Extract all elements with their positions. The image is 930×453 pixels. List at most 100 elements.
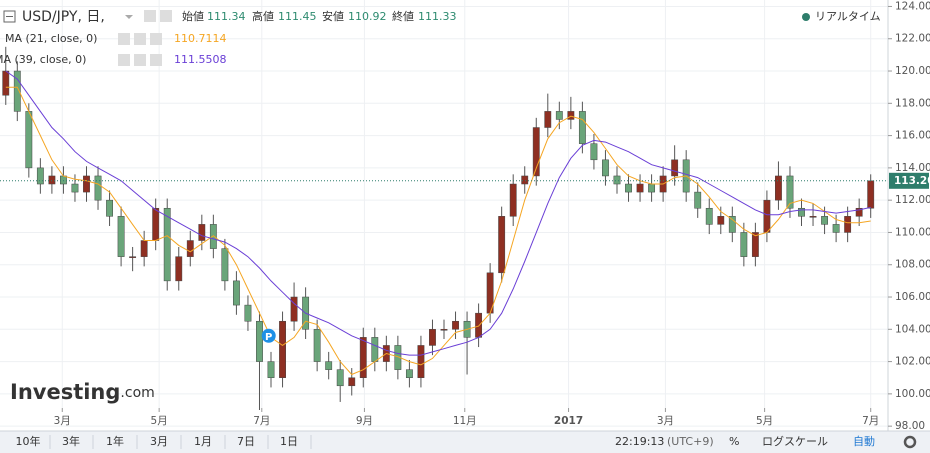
candle-body bbox=[94, 175, 102, 201]
candle-body bbox=[671, 159, 679, 177]
y-tick-label: 100.00 bbox=[895, 388, 930, 400]
candle-body bbox=[221, 248, 229, 282]
range-button[interactable]: 1年 bbox=[106, 434, 124, 448]
ohlc-label: 高値 bbox=[252, 9, 274, 23]
icon[interactable] bbox=[134, 54, 146, 66]
y-tick-label: 98.00 bbox=[895, 420, 925, 432]
candle-body bbox=[417, 345, 425, 378]
realtime: リアルタイム bbox=[815, 10, 881, 23]
last-price-box bbox=[889, 172, 929, 189]
icon[interactable] bbox=[134, 33, 146, 45]
x-tick-label: 7月 bbox=[862, 415, 879, 427]
candle-body bbox=[475, 312, 483, 338]
candle-body bbox=[2, 70, 10, 96]
ohlc-value: 110.92 bbox=[348, 10, 387, 23]
candle-body bbox=[636, 183, 644, 193]
candle-body bbox=[625, 183, 632, 193]
x-tick-label: 9月 bbox=[356, 415, 373, 427]
timezone: (UTC+9) bbox=[667, 435, 714, 448]
candle-body bbox=[855, 207, 863, 217]
candle-body bbox=[544, 111, 552, 128]
icon[interactable] bbox=[144, 10, 156, 22]
candle-body bbox=[267, 361, 275, 378]
annotation-marker[interactable] bbox=[261, 328, 276, 343]
ma-line bbox=[5, 70, 871, 356]
candle-body bbox=[613, 175, 621, 185]
symbol: USD/JPY, 日, bbox=[22, 9, 105, 25]
candle-body bbox=[555, 111, 563, 120]
toolbar-bg bbox=[0, 431, 930, 453]
icon[interactable] bbox=[160, 10, 172, 22]
y-tick-label: 104.00 bbox=[895, 323, 930, 335]
candle-body bbox=[694, 191, 702, 209]
range-button[interactable]: 3月 bbox=[150, 435, 168, 448]
icon[interactable] bbox=[150, 33, 162, 45]
range-button[interactable]: 3年 bbox=[62, 434, 80, 448]
candle-body bbox=[429, 329, 436, 346]
last-price-label: 113.20 bbox=[894, 175, 930, 187]
x-tick-label: 7月 bbox=[253, 415, 270, 427]
candle-body bbox=[60, 175, 67, 185]
y-tick-label: 116.00 bbox=[895, 130, 930, 142]
dropdown-icon[interactable] bbox=[125, 15, 133, 19]
x-tick-label: 2017 bbox=[554, 415, 583, 427]
range-button[interactable]: 7日 bbox=[237, 435, 255, 448]
candle-body bbox=[786, 175, 794, 209]
icon[interactable] bbox=[118, 33, 130, 45]
candle-body bbox=[590, 143, 598, 161]
icon[interactable] bbox=[118, 54, 130, 66]
x-tick-label: 3月 bbox=[54, 415, 71, 427]
collapse-box[interactable] bbox=[3, 10, 16, 23]
realtime-dot bbox=[802, 13, 810, 21]
candle-body bbox=[867, 180, 875, 209]
candle-body bbox=[129, 256, 137, 258]
candle-body bbox=[809, 216, 817, 218]
candle-body bbox=[440, 329, 448, 331]
candle-body bbox=[25, 111, 33, 169]
candle-body bbox=[290, 296, 298, 322]
ohlc-label: 安値 bbox=[322, 9, 344, 23]
candle-body bbox=[209, 224, 217, 249]
candle-body bbox=[740, 232, 748, 257]
candle-body bbox=[798, 207, 805, 217]
candle-body bbox=[763, 199, 771, 233]
log-button[interactable]: ログスケール bbox=[762, 434, 828, 448]
candle-body bbox=[567, 111, 575, 120]
candle-body bbox=[48, 175, 56, 185]
y-tick-label: 112.00 bbox=[895, 194, 930, 206]
candle-body bbox=[163, 207, 171, 282]
candle-body bbox=[578, 111, 586, 144]
x-tick-label: 5月 bbox=[151, 415, 168, 427]
ohlc-label: 終値 bbox=[392, 9, 414, 23]
legend-entry: MA (21, close, 0) bbox=[5, 32, 97, 45]
ohlc-value: 111.34 bbox=[207, 10, 246, 23]
candle-body bbox=[186, 240, 194, 257]
x-tick-label: 3月 bbox=[657, 415, 674, 427]
percent-button[interactable]: % bbox=[729, 435, 739, 448]
candle-body bbox=[359, 337, 367, 378]
candle-body bbox=[83, 175, 90, 193]
range-button[interactable]: 1月 bbox=[194, 435, 212, 448]
range-button[interactable]: 10年 bbox=[16, 434, 41, 448]
candle-body bbox=[728, 216, 736, 233]
y-tick-label: 118.00 bbox=[895, 97, 930, 109]
candle-body bbox=[775, 175, 782, 201]
candle-body bbox=[232, 280, 240, 306]
y-tick-label: 108.00 bbox=[895, 259, 930, 271]
candle-body bbox=[717, 216, 725, 225]
legend-value: 110.7114 bbox=[174, 32, 227, 45]
x-tick-label: 5月 bbox=[756, 415, 773, 427]
legend-entry: MA (39, close, 0) bbox=[0, 53, 86, 66]
legend-value: 111.5508 bbox=[174, 53, 227, 66]
candle-body bbox=[498, 216, 506, 274]
candle-body bbox=[13, 70, 21, 112]
auto-button[interactable]: 自動 bbox=[853, 434, 875, 448]
y-tick-label: 106.00 bbox=[895, 291, 930, 303]
x-tick-label: 11月 bbox=[453, 415, 477, 427]
settings-icon[interactable] bbox=[903, 435, 917, 449]
ohlc-value: 111.45 bbox=[278, 10, 317, 23]
range-button[interactable]: 1日 bbox=[280, 435, 298, 448]
candle-body bbox=[152, 207, 160, 241]
candle-body bbox=[256, 320, 263, 362]
icon[interactable] bbox=[150, 54, 162, 66]
